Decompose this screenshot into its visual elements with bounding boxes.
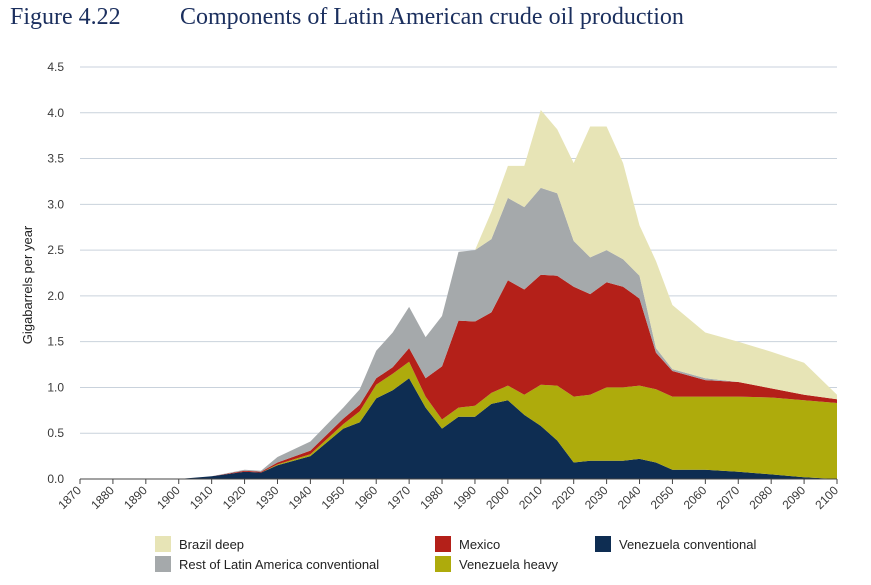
x-tick-label-1880: 1880 (88, 483, 117, 512)
legend-item-venezuela-conventional: Venezuela conventional (595, 535, 756, 553)
y-tick-label-4.5: 4.5 (47, 60, 64, 74)
legend-item-brazil-deep: Brazil deep (155, 535, 244, 553)
legend-label-rest-latin-america: Rest of Latin America conventional (179, 556, 380, 572)
x-tick-label-1970: 1970 (384, 483, 413, 512)
stacked-areas (178, 110, 837, 479)
legend-swatch-venezuela-conventional (595, 536, 611, 552)
figure-title: Components of Latin American crude oil p… (180, 4, 684, 30)
y-tick-label-0.0: 0.0 (47, 472, 64, 486)
legend-label-mexico: Mexico (459, 536, 501, 552)
y-tick-label-1.0: 1.0 (47, 380, 64, 394)
x-tick-label-2000: 2000 (483, 483, 512, 512)
x-tick-label-2040: 2040 (615, 483, 644, 512)
x-tick-label-1900: 1900 (154, 483, 183, 512)
legend-swatch-brazil-deep (155, 536, 171, 552)
legend-swatch-mexico (435, 536, 451, 552)
x-tick-label-2100: 2100 (812, 483, 841, 512)
x-tick-label-2080: 2080 (747, 483, 776, 512)
legend-label-brazil-deep: Brazil deep (179, 536, 245, 552)
x-tick-label-2030: 2030 (582, 483, 611, 512)
x-tick-label-1870: 1870 (55, 483, 84, 512)
y-tick-label-2.0: 2.0 (47, 289, 64, 303)
x-tick-label-1930: 1930 (253, 483, 282, 512)
x-tick-label-1960: 1960 (352, 483, 381, 512)
x-tick-label-2010: 2010 (516, 483, 545, 512)
x-tick-label-1990: 1990 (450, 483, 479, 512)
x-tick-label-1980: 1980 (417, 483, 446, 512)
x-tick-label-2070: 2070 (714, 483, 743, 512)
y-tick-label-3.0: 3.0 (47, 197, 64, 211)
y-tick-label-1.5: 1.5 (47, 335, 64, 349)
chart-canvas: 0.0 0.5 1.0 1.5 2.0 2.5 3.0 3.5 4.0 4.5 1870 1880 18… (20, 60, 841, 512)
x-tick-label-2020: 2020 (549, 483, 578, 512)
area-mexico (178, 274, 837, 479)
y-tick-label-3.5: 3.5 (47, 152, 64, 166)
x-tick-label-2090: 2090 (779, 483, 808, 512)
area-brazil-deep (178, 110, 837, 479)
y-tick-label-4.0: 4.0 (47, 106, 64, 120)
y-axis-label: Gigabarrels per year (20, 225, 35, 344)
legend-item-mexico: Mexico (435, 535, 500, 553)
x-tick-label-2060: 2060 (681, 483, 710, 512)
area-venezuela-conventional (178, 378, 837, 479)
legend-swatch-rest-latin-america (155, 556, 171, 572)
legend-item-venezuela-heavy: Venezuela heavy (435, 555, 558, 573)
legend-label-venezuela-conventional: Venezuela conventional (619, 536, 757, 552)
x-tick-label-2050: 2050 (648, 483, 677, 512)
legend-label-venezuela-heavy: Venezuela heavy (459, 556, 559, 572)
area-venezuela-heavy (178, 361, 837, 479)
x-tick-label-1950: 1950 (319, 483, 348, 512)
x-tick-label-1920: 1920 (220, 483, 249, 512)
x-tick-label-1890: 1890 (121, 483, 150, 512)
legend: Brazil deep Mexico Venezuela conventiona… (150, 533, 850, 581)
x-tick-label-1910: 1910 (187, 483, 216, 512)
legend-swatch-venezuela-heavy (435, 556, 451, 572)
figure-number: Figure 4.22 (10, 4, 121, 30)
area-rest-of-latin-america-conventional (178, 187, 837, 479)
y-tick-label-0.5: 0.5 (47, 426, 64, 440)
legend-item-rest-latin-america: Rest of Latin America conventional (155, 555, 379, 573)
y-tick-label-2.5: 2.5 (47, 243, 64, 257)
x-tick-label-1940: 1940 (286, 483, 315, 512)
